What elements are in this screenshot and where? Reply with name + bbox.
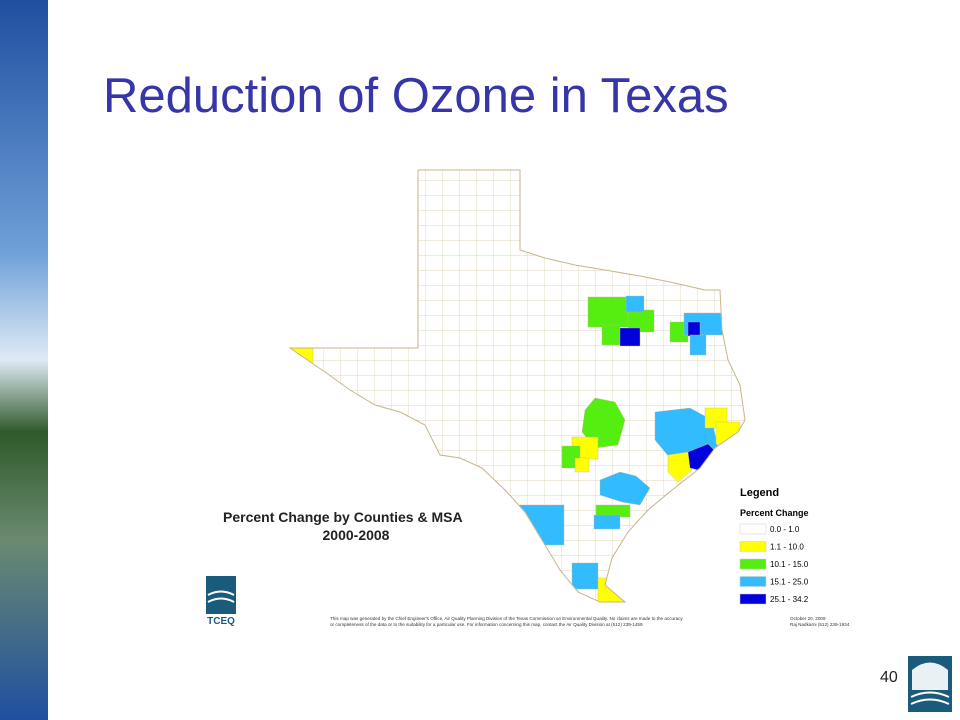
map-caption: Percent Change by Counties & MSA (223, 509, 463, 525)
legend-subtitle: Percent Change (740, 508, 809, 518)
legend-label: 25.1 - 34.2 (770, 595, 809, 604)
legend-swatch (739, 541, 767, 552)
side-image (0, 0, 48, 720)
legend-label: 1.1 - 10.0 (770, 543, 804, 552)
county-region (581, 397, 626, 449)
logo-mark (206, 576, 236, 614)
legend-swatch (739, 558, 767, 570)
logo-text: TCEQ (207, 616, 235, 627)
slide-title: Reduction of Ozone in Texas (103, 69, 729, 123)
legend-swatch (739, 576, 767, 587)
legend-swatch (739, 523, 767, 535)
county-region (574, 457, 590, 473)
county-region (619, 327, 641, 347)
legend-label: 10.1 - 15.0 (770, 560, 809, 569)
county-region (599, 471, 651, 506)
map-caption: 2000-2008 (323, 527, 390, 543)
county-fills (290, 295, 741, 602)
logo-wave (207, 590, 235, 596)
credit: October 20, 2009 (790, 616, 826, 621)
county-region (687, 321, 701, 337)
county-region (593, 514, 621, 530)
logo-shape (912, 662, 948, 690)
county-region (667, 451, 693, 483)
county-region (625, 295, 645, 313)
legend: Legend Percent Change 0.0 - 1.0 1.1 - 10.… (739, 487, 809, 605)
disclaimer: or completeness of the data or to the su… (330, 622, 643, 627)
logo-wave (207, 597, 235, 603)
logo-wave (910, 698, 950, 705)
legend-title: Legend (740, 487, 779, 499)
disclaimer: This map was generated by the Chief Engi… (330, 616, 683, 621)
page-number: 40 (880, 669, 898, 686)
county-region (601, 324, 621, 346)
county-region (571, 562, 599, 590)
county-region (689, 334, 707, 356)
legend-label: 0.0 - 1.0 (770, 525, 800, 534)
tceq-logo: TCEQ (206, 576, 236, 627)
credit: Raj Nadkarni (512) 239-1934 (790, 622, 850, 627)
logo-wave (910, 691, 950, 698)
county-region (587, 296, 629, 328)
footer-logo (908, 656, 952, 712)
legend-label: 15.1 - 25.0 (770, 578, 809, 587)
county-region (511, 504, 565, 546)
county-region (597, 577, 627, 602)
legend-swatch (739, 593, 767, 605)
